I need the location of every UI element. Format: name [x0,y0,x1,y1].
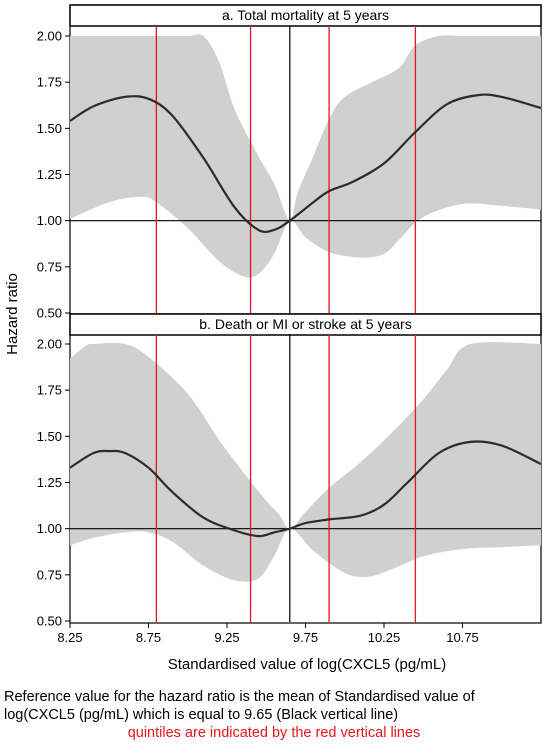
panel-a-title: a. Total mortality at 5 years [222,7,389,23]
y-tick-label-a: 1.50 [37,121,62,136]
y-axis-label: Hazard ratio [4,273,21,355]
y-tick-label-a: 0.50 [37,306,62,321]
x-tick-label: 8.25 [57,630,82,645]
hazard-curve-b [69,440,542,538]
y-tick-label-b: 0.50 [37,614,62,629]
y-tick-label-a: 1.25 [37,167,62,182]
y-tick-label-b: 0.75 [37,567,62,582]
y-tick-label-b: 1.00 [37,521,62,536]
x-tick-label: 10.75 [446,630,479,645]
x-tick-label: 8.75 [136,630,161,645]
x-tick-label: 9.25 [214,630,239,645]
y-tick-label-b: 1.75 [37,383,62,398]
panel-b-title-strip [69,313,542,336]
confidence-band-b [70,342,541,582]
panel-b-title: b. Death or MI or stroke at 5 years [199,316,411,332]
x-tick-label: 9.75 [293,630,318,645]
panel-a: a. Total mortality at 5 years 0.50 0.75 1.… [37,4,542,321]
footnote-block: Reference value for the hazard ratio is … [4,688,544,742]
hazard-curve-a [69,93,542,234]
x-tick-label: 10.25 [368,630,401,645]
quintile-note: quintiles are indicated by the red verti… [127,725,421,741]
y-tick-label-a: 0.75 [37,259,62,274]
panel-a-title-strip [69,4,542,27]
y-tick-label-a: 1.75 [37,75,62,90]
reference-note: Reference value for the hazard ratio is … [4,689,475,723]
confidence-band-a [70,34,541,278]
y-tick-label-b: 1.50 [37,429,62,444]
x-axis-label: Standardised value of log(CXCL5 (pg/mL) [168,656,446,673]
y-tick-label-b: 2.00 [37,337,62,352]
hazard-ratio-chart: a. Total mortality at 5 years 0.50 0.75 1.… [4,4,542,673]
y-tick-label-b: 1.25 [37,475,62,490]
panel-b: b. Death or MI or stroke at 5 years 0.50… [37,313,542,645]
y-tick-label-a: 1.00 [37,213,62,228]
y-tick-label-a: 2.00 [37,29,62,44]
